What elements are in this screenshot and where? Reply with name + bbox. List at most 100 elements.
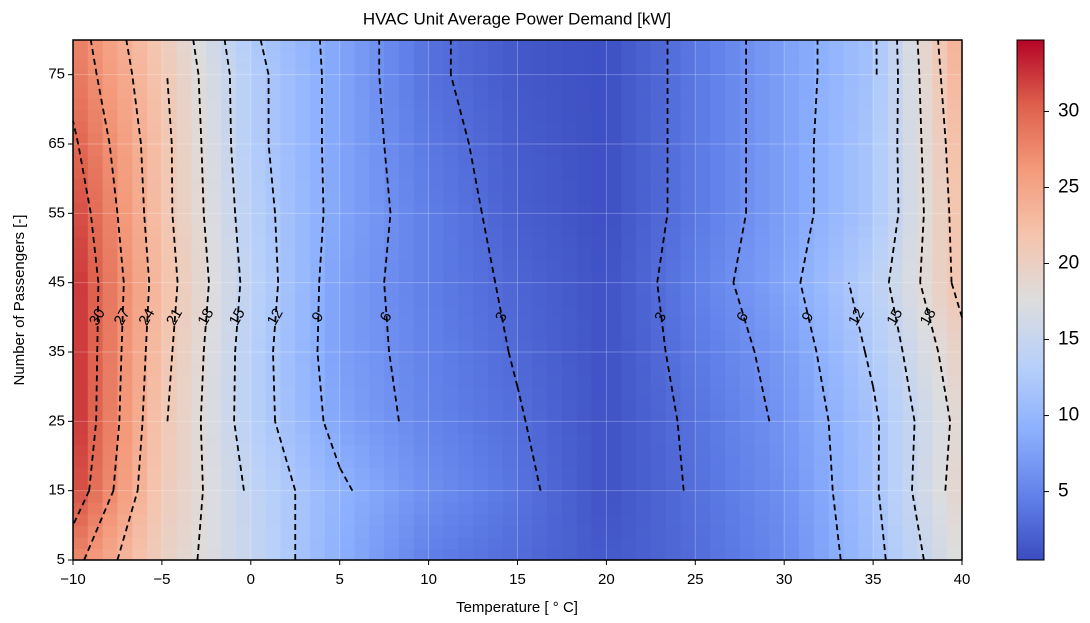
heat-cell <box>413 444 430 457</box>
heat-cell <box>339 363 356 376</box>
heat-cell <box>547 63 563 70</box>
heat-cell <box>221 201 237 214</box>
heat-cell <box>695 74 711 87</box>
heat-cell <box>932 444 948 457</box>
heat-cell <box>206 213 222 226</box>
heat-cell <box>547 120 563 134</box>
heat-cell <box>102 259 119 272</box>
contour-line <box>96 282 100 353</box>
heat-cell <box>591 236 607 249</box>
heat-cell <box>724 294 741 307</box>
heat-cell <box>576 213 593 226</box>
heat-cell <box>443 224 459 238</box>
heat-cell <box>517 271 533 284</box>
heat-cell <box>828 294 845 307</box>
heat-cell <box>784 120 800 134</box>
heat-cell <box>799 236 815 249</box>
heat-cell <box>724 224 741 238</box>
contour-label: 15 <box>883 306 906 329</box>
heat-cell <box>873 259 889 272</box>
heat-cell <box>784 282 800 295</box>
heat-cell <box>250 109 267 122</box>
heat-cell <box>680 68 696 76</box>
heat-cell <box>547 271 563 284</box>
heat-cell <box>843 86 859 99</box>
contour-line <box>116 490 139 561</box>
heat-cell <box>695 97 711 110</box>
heat-cell <box>147 363 163 376</box>
heat-cell <box>280 409 296 422</box>
heat-cell <box>250 248 267 261</box>
heat-cell <box>487 432 504 446</box>
heat-cell <box>784 178 800 191</box>
heat-cell <box>636 352 652 365</box>
heat-cell <box>828 363 845 376</box>
heat-cell <box>487 40 504 47</box>
heat-cell <box>250 444 267 457</box>
heat-cell <box>413 328 430 342</box>
heat-cell <box>339 398 356 411</box>
heat-cell <box>310 490 326 503</box>
heat-cell <box>117 294 133 307</box>
heat-cell <box>265 490 282 503</box>
heat-cell <box>843 167 859 180</box>
heat-cell <box>680 144 696 157</box>
heat-cell <box>902 68 919 76</box>
heat-cell <box>295 456 311 469</box>
heat-cell <box>769 317 785 330</box>
heat-cell <box>621 248 637 261</box>
heat-cell <box>636 294 652 307</box>
heat-cell <box>73 340 89 353</box>
heat-cell <box>695 352 711 365</box>
heat-cell <box>339 213 356 226</box>
heat-cell <box>176 45 193 53</box>
heat-cell <box>354 178 370 191</box>
heat-cell <box>591 74 607 87</box>
heat-cell <box>606 490 622 503</box>
heat-cell <box>280 386 296 399</box>
heat-cell <box>843 178 859 191</box>
heat-cell <box>650 120 667 134</box>
heat-cell <box>324 467 341 480</box>
heat-cell <box>517 305 533 318</box>
heat-cell <box>724 201 741 214</box>
heat-cell <box>828 352 845 365</box>
heat-cell <box>799 409 815 422</box>
heat-cell <box>132 120 148 134</box>
heat-cell <box>369 120 385 134</box>
heat-cell <box>235 328 252 342</box>
heat-cell <box>665 352 682 365</box>
heat-cell <box>932 144 948 157</box>
heat-cell <box>502 375 519 388</box>
heat-cell <box>132 456 148 469</box>
heat-cell <box>384 328 400 342</box>
heat-cell <box>532 536 548 550</box>
heat-cell <box>561 144 578 157</box>
heat-cell <box>132 57 148 64</box>
heat-cell <box>769 525 785 538</box>
heat-cell <box>87 63 104 70</box>
heat-cell <box>665 294 682 307</box>
heat-cell <box>843 45 859 53</box>
heat-cell <box>354 190 370 203</box>
heat-cell <box>176 86 193 99</box>
heat-cell <box>561 294 578 307</box>
heat-cell <box>295 236 311 249</box>
heat-cell <box>724 305 741 318</box>
heat-cell <box>710 57 726 64</box>
heat-cell <box>606 155 622 168</box>
heat-cell <box>754 513 770 526</box>
heat-cell <box>369 479 385 492</box>
heat-cell <box>873 178 889 191</box>
heat-cell <box>102 132 119 145</box>
heat-cell <box>206 490 222 503</box>
heat-cell <box>547 86 563 99</box>
heat-cell <box>384 68 400 76</box>
heat-cell <box>561 224 578 238</box>
heat-cell <box>487 144 504 157</box>
heat-cell <box>280 57 296 64</box>
heat-cell <box>324 444 341 457</box>
heat-cell <box>265 409 282 422</box>
heat-cell <box>250 271 267 284</box>
heat-cell <box>339 444 356 457</box>
